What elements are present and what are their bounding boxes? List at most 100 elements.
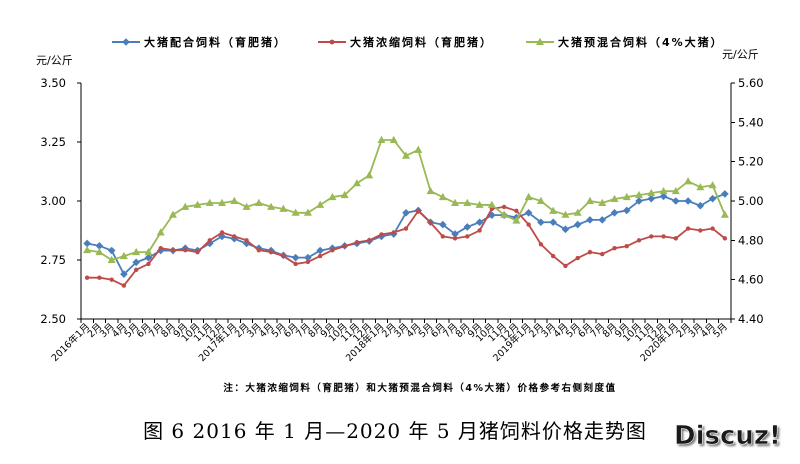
concentrate-feed-point: [207, 238, 212, 243]
right-tick-label: 5.00: [738, 194, 764, 208]
premix-feed-point: [659, 186, 668, 195]
left-axis-tick-labels: 2.50 2.75 3.00 3.25 3.50: [40, 76, 66, 326]
premix-feed-point: [352, 179, 361, 187]
premix-feed-point: [316, 200, 325, 208]
legend-item-premix-feed: 大猪预混合饲料（4%大猪）: [526, 35, 722, 49]
right-tick-label: 5.20: [738, 155, 764, 169]
x-tick-label: 5月: [711, 321, 730, 340]
compound-feed-point: [488, 211, 496, 219]
premix-feed-point: [303, 208, 312, 216]
concentrate-feed-point: [526, 222, 531, 227]
compound-feed-point: [622, 206, 631, 215]
concentrate-feed-point: [97, 275, 102, 280]
premix-feed-point: [193, 200, 202, 208]
premix-feed-point: [168, 210, 177, 218]
premix-feed-point: [365, 171, 374, 179]
concentrate-feed-point: [391, 230, 396, 235]
premix-feed-point: [414, 145, 423, 153]
concentrate-feed-point: [673, 236, 679, 241]
concentrate-feed-point: [244, 238, 249, 243]
concentrate-feed-point: [575, 255, 580, 261]
concentrate-feed-point: [612, 246, 617, 251]
left-axis-unit: 元/公斤: [36, 54, 73, 67]
premix-feed-point: [205, 198, 214, 206]
concentrate-feed-point: [219, 230, 225, 235]
premix-feed-point: [573, 208, 582, 216]
right-tick-label: 4.60: [738, 273, 764, 287]
legend-circle-marker: [329, 39, 335, 45]
premix-feed-point: [242, 202, 251, 210]
compound-feed-point: [549, 218, 557, 227]
concentrate-feed-point: [661, 234, 666, 239]
concentrate-feed-point: [256, 247, 262, 253]
premix-feed-point: [156, 228, 165, 236]
compound-feed-series: [83, 190, 729, 278]
premix-feed-point: [622, 192, 631, 201]
premix-feed-point: [720, 210, 729, 218]
premix-feed-point: [119, 251, 128, 260]
figure-caption: 图 6 2016 年 1 月—2020 年 5 月猪饲料价格走势图: [143, 419, 647, 443]
plot-area: [83, 135, 729, 288]
compound-feed-point: [304, 253, 312, 262]
compound-feed-point: [316, 246, 324, 255]
concentrate-feed-point: [452, 236, 458, 241]
premix-feed-point: [524, 192, 533, 201]
compound-feed-point: [83, 239, 91, 248]
compound-feed-point: [107, 246, 116, 255]
concentrate-feed-point: [109, 277, 114, 282]
chart-note: 注：大猪浓缩饲料（育肥猪）和大猪预混合饲料（4%大猪）价格参考右侧刻度值: [223, 382, 616, 394]
concentrate-feed-point: [477, 228, 482, 233]
concentrate-feed-point: [550, 253, 556, 259]
right-axis-unit: 元/公斤: [722, 48, 759, 61]
compound-feed-point: [598, 216, 607, 224]
legend-triangle-marker: [536, 37, 544, 45]
premix-feed-point: [536, 196, 545, 204]
concentrate-feed-point: [685, 226, 691, 231]
concentrate-feed-point: [538, 242, 544, 247]
legend-label-concentrate-feed: 大猪浓缩饲料（育肥猪）: [350, 35, 493, 49]
compound-feed-point: [537, 218, 545, 227]
compound-feed-point: [708, 194, 717, 203]
concentrate-feed-point: [465, 234, 470, 239]
compound-feed-point: [144, 253, 153, 262]
premix-feed-point: [487, 200, 496, 208]
concentrate-feed-point: [416, 208, 421, 214]
concentrate-feed-point: [624, 244, 629, 249]
left-tick-label: 3.00: [40, 194, 66, 208]
compound-feed-point: [586, 216, 594, 224]
concentrate-feed-point: [563, 263, 568, 269]
compound-feed-point: [696, 201, 705, 210]
compound-feed-point: [451, 230, 459, 238]
compound-feed-point: [684, 197, 692, 205]
premix-feed-point: [230, 196, 239, 204]
concentrate-feed-point: [268, 249, 274, 255]
compound-feed-point: [647, 194, 656, 203]
concentrate-feed-point: [342, 244, 347, 249]
left-tick-label: 2.75: [40, 253, 66, 267]
feed-price-trend-chart: 大猪配合饲料（育肥猪） 大猪浓缩饲料（育肥猪） 大猪预混合饲料（4%大猪） 元/…: [36, 35, 764, 394]
concentrate-feed-point: [183, 247, 188, 253]
premix-feed-point: [291, 208, 300, 216]
concentrate-feed-point: [501, 204, 507, 210]
concentrate-feed-point: [170, 247, 176, 253]
right-axis-tick-labels: 4.40 4.60 4.80 5.00 5.20 5.40 5.60: [738, 76, 764, 326]
premix-feed-point: [426, 186, 435, 195]
legend-diamond-marker: [122, 38, 130, 46]
concentrate-feed-point: [722, 236, 728, 241]
legend: 大猪配合饲料（育肥猪） 大猪浓缩饲料（育肥猪） 大猪预混合饲料（4%大猪）: [112, 35, 722, 49]
premix-feed-point: [254, 198, 263, 206]
concentrate-feed-point: [133, 267, 139, 273]
compound-feed-point: [205, 239, 214, 248]
premix-feed-point: [635, 190, 644, 199]
compound-feed-point: [402, 209, 410, 217]
premix-feed-point: [671, 186, 680, 195]
premix-feed-point: [144, 247, 153, 256]
premix-feed-point: [585, 196, 594, 204]
premix-feed-point: [500, 210, 509, 218]
compound-feed-point: [610, 209, 619, 217]
concentrate-feed-point: [440, 234, 445, 239]
right-tick-label: 4.40: [738, 312, 764, 326]
concentrate-feed-point: [84, 275, 90, 280]
legend-item-compound-feed: 大猪配合饲料（育肥猪）: [112, 35, 285, 49]
premix-feed-point: [475, 200, 484, 208]
